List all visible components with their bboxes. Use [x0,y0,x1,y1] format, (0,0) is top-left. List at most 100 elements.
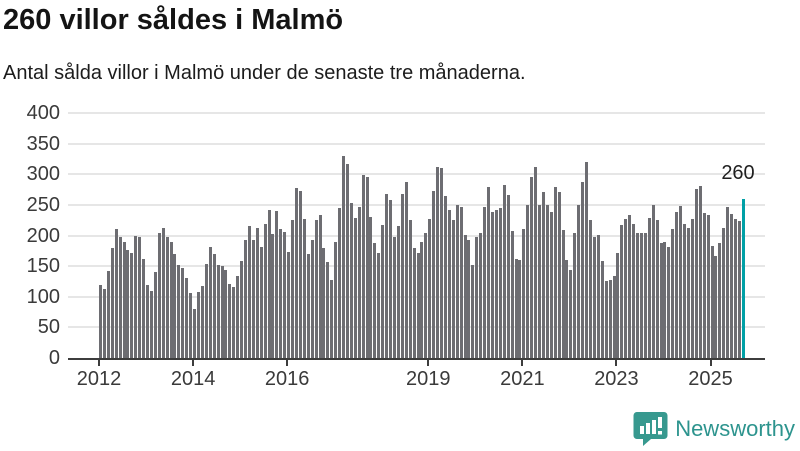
bar [326,262,330,358]
bar [522,228,526,358]
x-axis-tick-2014 [192,360,195,366]
bar [240,260,244,358]
bar [102,289,106,358]
bar [428,218,432,358]
bar [255,228,259,358]
x-axis-line [68,358,765,360]
bar [624,218,628,358]
bar [447,209,451,358]
bar [659,243,663,358]
bar [385,194,389,358]
bar [706,215,710,358]
bar [502,184,506,358]
bar [471,264,475,358]
bar [459,206,463,358]
highlight-value-label: 260 [721,162,755,184]
bar [396,225,400,358]
bar [251,239,255,358]
bar [718,243,722,358]
bar [365,176,369,358]
bar [169,242,173,358]
bar [463,234,467,358]
x-axis-tick-label: 2023 [594,368,639,390]
bar [596,234,600,358]
bar [224,269,228,358]
bar [479,233,483,358]
bar [330,280,334,358]
bar [663,241,667,358]
bar [443,196,447,358]
bar [628,214,632,358]
bar [361,175,365,358]
bar [592,236,596,358]
bar [655,220,659,358]
bar [342,156,346,358]
bar [573,233,577,358]
y-axis-tick-label: 300 [26,163,60,186]
x-axis-tick-label: 2016 [264,368,310,390]
bar [373,243,377,358]
x-axis-tick-label: 2012 [76,368,122,390]
chart-title: 260 villor såldes i Malmö [3,4,344,36]
x-axis-tick-label: 2019 [406,368,451,390]
bar [275,211,279,358]
bar [561,229,565,358]
bar [722,227,726,358]
bar-highlight-latest [741,198,745,358]
bar [581,182,585,358]
bar [553,187,557,358]
y-axis-tick-label: 200 [26,224,60,247]
bar [518,260,522,358]
gridline-y-300 [68,173,765,176]
bar [114,229,118,358]
bar [526,204,530,358]
bar [279,229,283,358]
y-axis-tick-label: 50 [37,316,60,339]
gridline-y-200 [68,234,765,237]
bar [643,233,647,358]
x-axis-tick-2025 [709,360,712,366]
bar [549,212,553,358]
bar [318,214,322,358]
bar [236,275,240,358]
bar [483,206,487,358]
bar [416,253,420,358]
bar [216,264,220,358]
bar [726,206,730,358]
bar [569,269,573,358]
bar [177,264,181,358]
bar [604,280,608,358]
bar [541,192,545,358]
bar [510,230,514,358]
bar [514,258,518,358]
x-axis-tick-label: 2014 [170,368,216,390]
bar [636,233,640,358]
bar [369,216,373,358]
bar [377,253,381,358]
newsworthy-logo: Newsworthy [633,411,795,446]
x-axis-tick-2021 [521,360,524,366]
bar [287,252,291,358]
bar [404,181,408,358]
bar [204,264,208,358]
bar [687,228,690,358]
bar [498,207,502,358]
bar [357,206,361,358]
gridline-y-100 [68,295,765,298]
bar [149,290,153,358]
chart-subtitle: Antal sålda villor i Malmö under de sena… [3,62,526,84]
bar [189,293,193,358]
y-axis-tick-label: 100 [26,285,60,308]
bar [110,247,114,358]
bar [126,249,130,358]
bar [306,253,310,358]
x-axis-tick-label: 2021 [500,368,545,390]
bar [334,241,338,358]
bar [730,214,734,358]
bar [165,237,169,358]
bar [142,258,146,358]
bar [267,210,271,358]
bar [534,166,538,358]
bar [181,267,185,358]
